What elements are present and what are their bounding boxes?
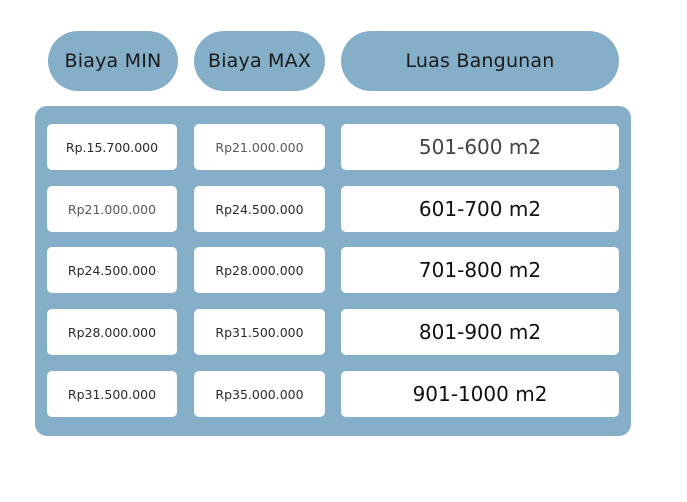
cell-luas-row-4: 801-900 m2 — [341, 309, 619, 355]
cell-max-row-5: Rp35.000.000 — [194, 371, 325, 417]
cell-max-row-4: Rp31.500.000 — [194, 309, 325, 355]
cell-min-row-1: Rp.15.700.000 — [47, 124, 177, 170]
header-luas-bangunan: Luas Bangunan — [341, 31, 619, 91]
cell-luas-row-3: 701-800 m2 — [341, 247, 619, 293]
cell-luas-row-2: 601-700 m2 — [341, 186, 619, 232]
cell-min-row-3: Rp24.500.000 — [47, 247, 177, 293]
price-table-panel: Rp.15.700.000 Rp21.000.000 501-600 m2 Rp… — [35, 106, 631, 436]
cell-min-row-4: Rp28.000.000 — [47, 309, 177, 355]
cell-max-row-1: Rp21.000.000 — [194, 124, 325, 170]
header-biaya-max: Biaya MAX — [194, 31, 325, 91]
header-biaya-min: Biaya MIN — [48, 31, 178, 91]
cell-min-row-2: Rp21.000.000 — [47, 186, 177, 232]
cell-luas-row-1: 501-600 m2 — [341, 124, 619, 170]
cell-max-row-3: Rp28.000.000 — [194, 247, 325, 293]
cell-luas-row-5: 901-1000 m2 — [341, 371, 619, 417]
cell-min-row-5: Rp31.500.000 — [47, 371, 177, 417]
cell-max-row-2: Rp24.500.000 — [194, 186, 325, 232]
